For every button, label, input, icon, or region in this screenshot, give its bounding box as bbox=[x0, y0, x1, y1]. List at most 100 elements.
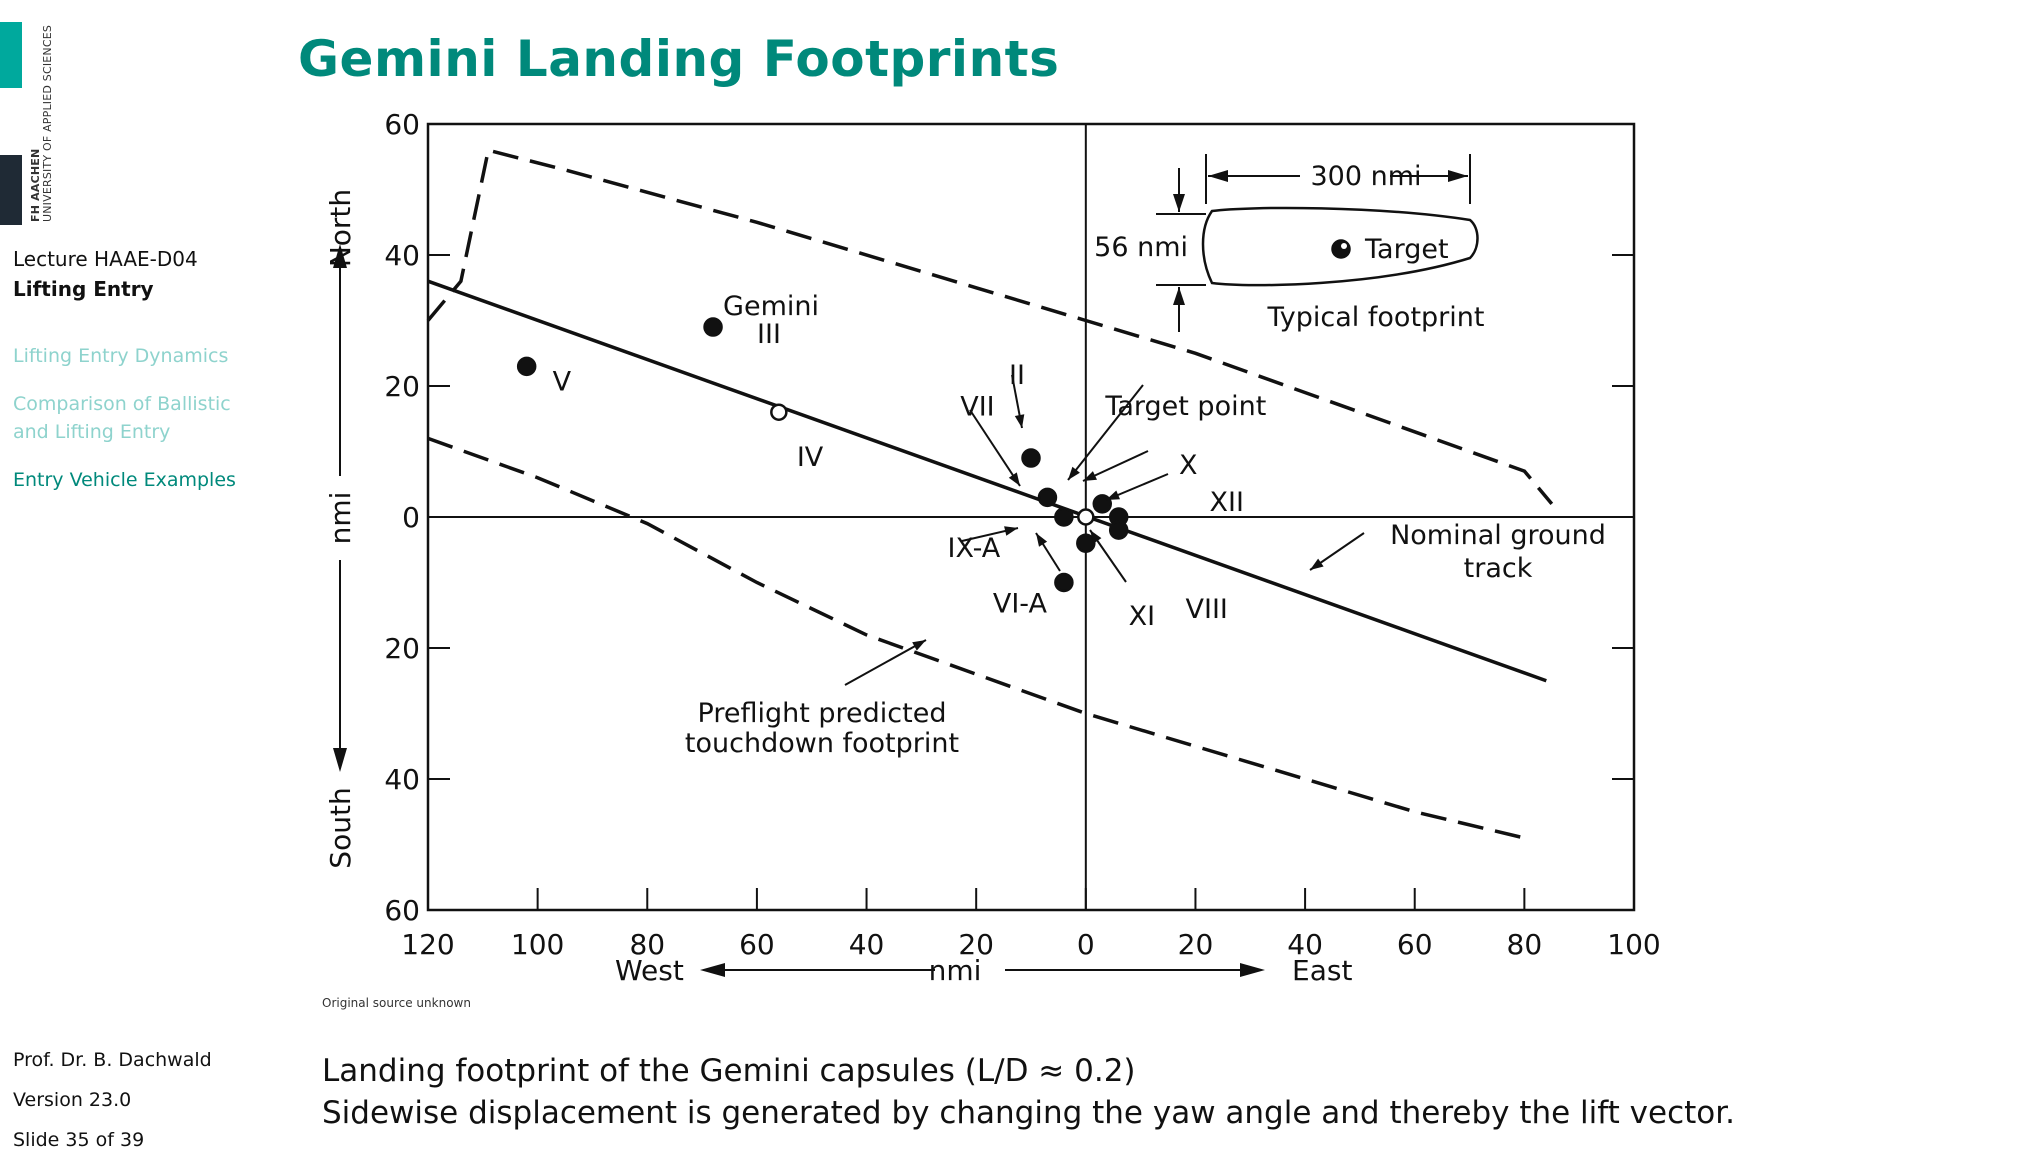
caption-line-2: Sidewise displacement is generated by ch… bbox=[322, 1095, 1735, 1131]
point-label: V bbox=[553, 366, 572, 397]
x-tick-label: 20 bbox=[1178, 928, 1214, 961]
nav-item-lifting-entry-dynamics[interactable]: Lifting Entry Dynamics bbox=[13, 345, 229, 367]
y-axis-label-north: North bbox=[324, 189, 357, 267]
leader-nominal-track-head bbox=[1310, 558, 1324, 570]
data-point-viii bbox=[1108, 520, 1129, 540]
x-tick-label: 20 bbox=[958, 928, 994, 961]
footprint-label: Preflight predicted bbox=[698, 698, 947, 729]
north-arrow-head bbox=[333, 244, 347, 268]
point-label: VIII bbox=[1186, 594, 1228, 625]
data-point-gemini-iii bbox=[703, 317, 723, 337]
inset-width-arrow-bottom bbox=[1173, 287, 1185, 305]
caption-line-1: Landing footprint of the Gemini capsules… bbox=[322, 1053, 1136, 1089]
slide-number: Slide 35 of 39 bbox=[13, 1129, 145, 1151]
inset-target-marker-center bbox=[1341, 243, 1347, 249]
data-point-vi-a bbox=[1054, 572, 1074, 593]
inset-target-marker bbox=[1331, 239, 1351, 259]
x-tick-label: 80 bbox=[629, 928, 665, 961]
x-tick-label: 0 bbox=[1077, 928, 1095, 961]
leader-viii-head bbox=[1090, 530, 1102, 544]
x-tick-label: 120 bbox=[401, 928, 454, 961]
x-tick-label: 60 bbox=[739, 928, 775, 961]
leader-ii-head bbox=[1014, 414, 1025, 428]
lecture-title: Lifting Entry bbox=[13, 277, 154, 301]
data-point-iv bbox=[770, 403, 788, 421]
point-label-gemini: Gemini bbox=[723, 291, 819, 322]
data-point-ii bbox=[1021, 448, 1041, 468]
landing-footprint-figure: 120 100 80 60 40 20 0 20 40 60 80 100 60 40 20 0 20 40 60 … bbox=[300, 108, 1670, 988]
y-tick-label: 40 bbox=[384, 239, 420, 272]
logo-teal-block bbox=[0, 22, 22, 88]
point-label: VI-A bbox=[993, 589, 1048, 620]
y-tick-label: 60 bbox=[384, 894, 420, 927]
leader-footprint bbox=[844, 639, 927, 686]
point-label-iii: III bbox=[757, 319, 781, 350]
point-label: XII bbox=[1209, 487, 1243, 518]
y-axis-label-south: South bbox=[324, 787, 357, 868]
x-axis-label-east: East bbox=[1292, 954, 1352, 987]
university-logo-text: FH AACHEN UNIVERSITY OF APPLIED SCIENCES bbox=[29, 24, 54, 222]
inset-footprint-shape bbox=[1201, 206, 1479, 287]
nominal-track-label-line2: track bbox=[1464, 553, 1533, 584]
south-arrow-head bbox=[333, 748, 347, 772]
data-point-v bbox=[516, 356, 537, 377]
data-point-vii bbox=[1037, 487, 1058, 508]
inset-length-arrow-right bbox=[1448, 170, 1468, 182]
inset-width-arrow-top bbox=[1173, 194, 1185, 212]
lecture-code: Lecture HAAE-D04 bbox=[13, 247, 198, 271]
inset-target-label: Target bbox=[1364, 234, 1449, 265]
data-point-xi bbox=[1076, 533, 1096, 553]
nav-item-entry-vehicle-examples[interactable]: Entry Vehicle Examples bbox=[13, 469, 236, 491]
footprint-lower-boundary bbox=[427, 436, 1525, 840]
footprint-chart: 120 100 80 60 40 20 0 20 40 60 80 1006040200204060 … bbox=[324, 108, 1661, 987]
logo-line-2: UNIVERSITY OF APPLIED SCIENCES bbox=[41, 24, 54, 222]
nominal-track-label: Nominal ground bbox=[1390, 520, 1606, 551]
point-label: VII bbox=[960, 391, 994, 422]
x-tick-label: 100 bbox=[511, 928, 564, 961]
x-tick-label: 40 bbox=[849, 928, 885, 961]
point-label: Target point bbox=[1104, 391, 1266, 422]
point-label: IV bbox=[797, 442, 824, 473]
data-point-x bbox=[1092, 494, 1113, 514]
leader-xii-head bbox=[1106, 490, 1120, 500]
author: Prof. Dr. B. Dachwald bbox=[13, 1049, 212, 1071]
footprint-label-line2: touchdown footprint bbox=[685, 728, 959, 759]
nominal-ground-track bbox=[427, 279, 1547, 683]
leader-x-head bbox=[1083, 471, 1097, 481]
point-label: X bbox=[1179, 450, 1198, 481]
y-tick-label: 20 bbox=[384, 632, 420, 665]
leader-footprint-head bbox=[912, 640, 926, 651]
west-arrow-head bbox=[700, 963, 725, 977]
logo-dark-block bbox=[0, 155, 22, 225]
y-tick-label: 60 bbox=[384, 108, 420, 141]
y-tick-label: 20 bbox=[384, 370, 420, 403]
slide-caption: Landing footprint of the Gemini capsules… bbox=[322, 1050, 1735, 1134]
y-axis-label-nmi: nmi bbox=[324, 492, 357, 545]
leader-vii bbox=[969, 409, 1021, 487]
east-arrow-head bbox=[1240, 963, 1265, 977]
leader-ix-a-head bbox=[1004, 526, 1018, 536]
inset-width-label: 56 nmi bbox=[1094, 232, 1188, 263]
nav-item-comparison[interactable]: Comparison of Ballistic and Lifting Entr… bbox=[13, 393, 231, 443]
x-tick-label: 100 bbox=[1607, 928, 1660, 961]
slide-title: Gemini Landing Footprints bbox=[298, 30, 1060, 88]
sidebar: FH AACHEN UNIVERSITY OF APPLIED SCIENCES… bbox=[0, 0, 265, 1151]
x-axis-label-nmi: nmi bbox=[929, 954, 982, 987]
leader-vii-head bbox=[1008, 472, 1020, 486]
leader-xi-head bbox=[1036, 533, 1048, 547]
section-nav: Lifting Entry Dynamics Comparison of Bal… bbox=[13, 342, 253, 514]
leader-target-point-head bbox=[1068, 466, 1080, 480]
x-tick-label: 60 bbox=[1397, 928, 1433, 961]
leader-target-point bbox=[1067, 384, 1144, 481]
source-note: Original source unknown bbox=[322, 996, 471, 1010]
lecture-info: Lecture HAAE-D04 Lifting Entry bbox=[13, 244, 198, 304]
inset-typical-footprint-label: Typical footprint bbox=[1267, 302, 1485, 333]
x-axis-label-west: West bbox=[615, 954, 684, 987]
point-label: XI bbox=[1129, 601, 1155, 632]
x-tick-label: 80 bbox=[1507, 928, 1543, 961]
x-tick-label: 40 bbox=[1287, 928, 1323, 961]
version: Version 23.0 bbox=[13, 1089, 132, 1111]
inset-length-label: 300 nmi bbox=[1310, 161, 1421, 192]
inset-length-arrow-left bbox=[1208, 170, 1228, 182]
slide-footer: Prof. Dr. B. Dachwald Version 23.0 Slide… bbox=[13, 1040, 212, 1160]
